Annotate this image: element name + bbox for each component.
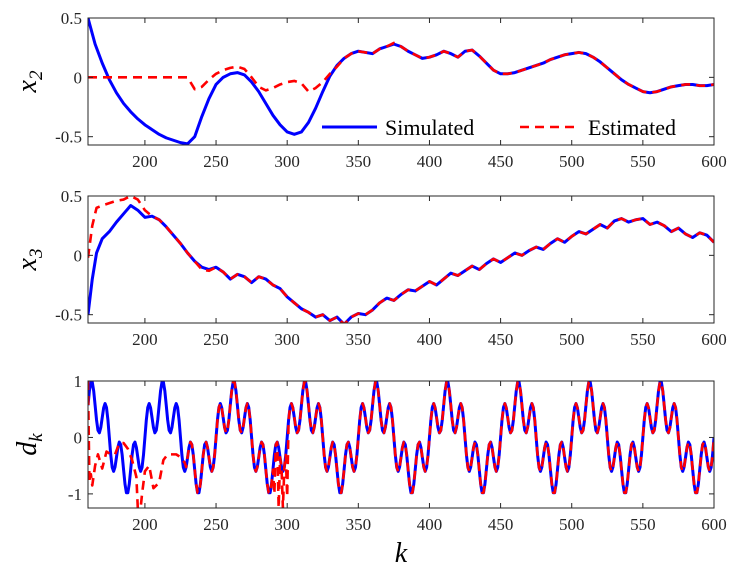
- panel-2: 200 250 300 350 400 450 500 550 600 -0.5 0 0.5 x3: [12, 187, 727, 349]
- panel-1: 200 250 300 350 400 450 500 550 600 -0.5 0 0.5 x2: [12, 9, 727, 171]
- series-simulated-line: [88, 381, 714, 495]
- legend-simulated-label: Simulated: [385, 115, 474, 140]
- x-tick-label: 500: [559, 152, 585, 171]
- series-simulated-line: [88, 204, 714, 323]
- panel-3: 200 250 300 350 400 450 500 550 600 -1 0 1 dk: [12, 372, 727, 534]
- x-tick-label: 300: [274, 330, 300, 349]
- x-tick-label: 450: [488, 152, 514, 171]
- x-tick-label: 300: [274, 515, 300, 534]
- axes-box: [87, 380, 715, 509]
- y-tick-label: -0.5: [55, 306, 82, 325]
- x-tick-label: 350: [346, 152, 372, 171]
- x-axis-label: k: [395, 538, 408, 568]
- x-tick-label: 550: [630, 330, 656, 349]
- series-estimated-line: [88, 381, 714, 508]
- x-tick-label: 500: [559, 515, 585, 534]
- y-axis-label: x3: [12, 249, 47, 272]
- axes-box: [87, 195, 715, 324]
- y-axis-label: x2: [12, 70, 47, 93]
- x-tick-label: 550: [630, 515, 656, 534]
- legend: Simulated Estimated: [322, 115, 676, 140]
- y-tick-label: 0.5: [61, 187, 82, 206]
- x-tick-label: 600: [701, 515, 727, 534]
- legend-estimated-label: Estimated: [588, 115, 676, 140]
- x-tick-label: 350: [346, 515, 372, 534]
- y-tick-label: -0.5: [55, 128, 82, 147]
- x-tick-label: 450: [488, 515, 514, 534]
- x-tick-label: 250: [203, 152, 229, 171]
- x-tick-label: 500: [559, 330, 585, 349]
- axes-box: [87, 17, 715, 146]
- y-axis-label: dk: [12, 433, 47, 456]
- y-tick-label: 0: [74, 246, 83, 265]
- x-tick-label: 200: [132, 152, 158, 171]
- x-tick-label: 300: [274, 152, 300, 171]
- y-tick-label: 0: [74, 68, 83, 87]
- x-tick-label: 250: [203, 330, 229, 349]
- x-tick-label: 250: [203, 515, 229, 534]
- series-estimated-line: [88, 196, 714, 323]
- x-tick-label: 200: [132, 330, 158, 349]
- y-tick-label: 0.5: [61, 9, 82, 28]
- y-tick-label: 0: [74, 428, 83, 447]
- y-tick-label: -1: [68, 485, 82, 504]
- x-tick-label: 400: [417, 515, 443, 534]
- y-tick-label: 1: [74, 372, 83, 391]
- x-tick-label: 550: [630, 152, 656, 171]
- x-tick-label: 600: [701, 330, 727, 349]
- x-tick-label: 400: [417, 152, 443, 171]
- x-tick-label: 600: [701, 152, 727, 171]
- x-tick-label: 350: [346, 330, 372, 349]
- x-tick-label: 200: [132, 515, 158, 534]
- series-estimated-line: [88, 41, 714, 95]
- x-tick-label: 400: [417, 330, 443, 349]
- x-tick-label: 450: [488, 330, 514, 349]
